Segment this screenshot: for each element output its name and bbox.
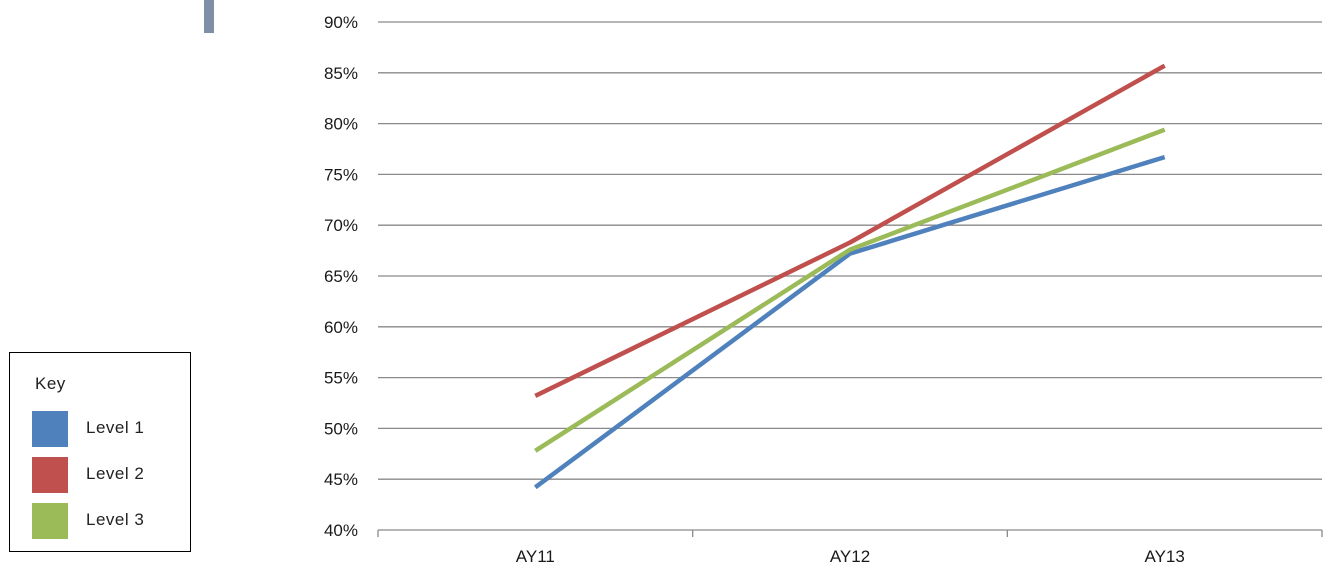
y-tick-label: 60%: [324, 318, 358, 337]
y-tick-label: 55%: [324, 369, 358, 388]
x-tick-label: AY11: [516, 547, 555, 566]
legend-swatch-level-3: [32, 503, 68, 539]
y-tick-label: 80%: [324, 115, 358, 134]
y-tick-label: 45%: [324, 470, 358, 489]
series-line-level-1: [533, 154, 1166, 490]
y-tick-label: 40%: [324, 521, 358, 540]
legend-label-level-1: Level 1: [86, 418, 145, 437]
x-axis: [377, 529, 1323, 537]
y-tick-labels: 40% 45% 50% 55% 60% 65% 70% 75% 80% 85% 90%: [324, 13, 358, 540]
x-tick-labels: AY11 AY12 AY13: [516, 547, 1185, 566]
y-tick-label: 85%: [324, 64, 358, 83]
legend-label-level-3: Level 3: [86, 510, 145, 529]
legend-label-level-2: Level 2: [86, 464, 145, 483]
y-tick-label: 65%: [324, 267, 358, 286]
y-tick-label: 75%: [324, 165, 358, 184]
series-line-level-3: [534, 127, 1166, 453]
x-tick-label: AY13: [1145, 547, 1185, 566]
accent-bar: [204, 0, 214, 33]
y-tick-label: 50%: [324, 419, 358, 438]
y-tick-label: 70%: [324, 216, 358, 235]
y-tick-label: 90%: [324, 13, 358, 32]
x-tick-label: AY12: [830, 547, 870, 566]
legend-swatch-level-2: [32, 457, 68, 493]
gridlines: [378, 21, 1322, 480]
legend-swatch-level-1: [32, 411, 68, 447]
legend: Key Level 1 Level 2 Level 3: [9, 352, 191, 552]
series-line-level-2: [534, 63, 1166, 398]
series-lines: [533, 63, 1166, 490]
legend-title: Key: [35, 374, 66, 393]
